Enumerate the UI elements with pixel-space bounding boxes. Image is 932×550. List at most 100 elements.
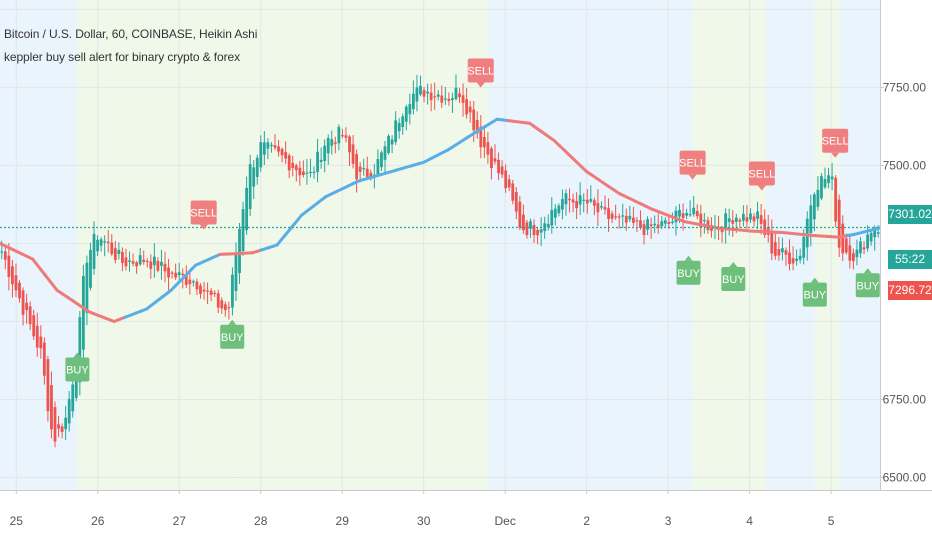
candle	[809, 194, 813, 247]
candle	[823, 167, 827, 190]
candle-body	[507, 179, 511, 188]
candle-body	[837, 199, 841, 248]
candle	[316, 138, 319, 183]
candle-body	[14, 275, 18, 291]
trend-zone	[692, 0, 766, 490]
candle	[486, 132, 490, 164]
signal-box	[467, 58, 494, 83]
time-axis[interactable]: 25 26 27 28 29 30 Dec 2 3 4 5	[0, 490, 932, 550]
buy-signal-label: BUY	[855, 268, 880, 298]
candle	[443, 86, 447, 105]
candle	[631, 206, 635, 227]
candle	[745, 204, 749, 231]
candle-body	[3, 251, 7, 260]
candle-body	[316, 151, 319, 173]
candle	[539, 217, 543, 247]
candle	[607, 198, 610, 232]
candle-body	[816, 189, 820, 207]
candle	[756, 201, 759, 230]
candle	[188, 269, 192, 295]
price-tick-label: 6500.00	[883, 471, 927, 485]
candle-body	[631, 217, 635, 223]
candle-body	[521, 214, 525, 231]
candle	[160, 249, 163, 280]
candle-body	[844, 238, 848, 253]
candle	[167, 258, 170, 291]
candle	[855, 239, 859, 266]
candle	[699, 204, 703, 238]
candle	[521, 204, 525, 235]
candle	[624, 208, 628, 231]
candle-body	[851, 253, 855, 262]
indicator-name[interactable]: keppler buy sell alert for binary crypto…	[4, 50, 240, 64]
candle	[830, 163, 834, 191]
candle	[727, 208, 731, 236]
candle-body	[479, 126, 483, 148]
candle-body	[42, 342, 46, 376]
candle	[216, 289, 220, 314]
candle	[103, 235, 107, 257]
candle-body	[216, 293, 220, 308]
candle-body	[610, 213, 614, 219]
candle	[387, 134, 390, 155]
price-axis[interactable]: 6500.00 6750.00 7500.00 7750.00	[880, 0, 932, 550]
candle	[255, 154, 259, 185]
candle	[500, 160, 504, 178]
candle-body	[653, 223, 657, 226]
candle-body	[394, 120, 398, 142]
candle-body	[326, 138, 330, 154]
candle-body	[280, 148, 284, 156]
candle	[135, 260, 139, 274]
candle	[138, 247, 142, 266]
candle	[67, 390, 71, 432]
candle-body	[731, 220, 735, 224]
candle-body	[213, 292, 217, 295]
candle-body	[301, 171, 305, 175]
candle	[777, 236, 781, 261]
candle-body	[71, 384, 75, 412]
candle	[18, 280, 21, 303]
candle-body	[681, 213, 685, 219]
signal-pointer	[684, 255, 693, 261]
candle	[223, 301, 227, 317]
candle-body	[284, 152, 288, 159]
candle	[788, 239, 791, 271]
candle	[3, 247, 7, 270]
candle	[401, 113, 405, 135]
signal-text: BUY	[856, 280, 879, 292]
candle-body	[674, 210, 678, 223]
candle	[145, 258, 149, 268]
candle-body	[504, 170, 508, 189]
candle-body	[539, 229, 543, 233]
candle	[475, 111, 479, 139]
candle-body	[532, 225, 536, 235]
candle-body	[869, 232, 873, 242]
candle-body	[323, 145, 327, 161]
candle-body	[433, 96, 437, 98]
candle-body	[238, 228, 241, 274]
candle-body	[121, 252, 124, 264]
candle	[397, 118, 401, 139]
candle	[383, 141, 387, 174]
candle-body	[589, 199, 593, 202]
candle-body	[738, 219, 742, 222]
candle	[433, 82, 437, 110]
candle-body	[110, 242, 114, 254]
candle	[490, 146, 493, 180]
candle-body	[734, 217, 738, 222]
candle-body	[85, 262, 89, 313]
candle	[131, 253, 135, 267]
time-tick-label: 5	[828, 514, 835, 528]
candle-body	[848, 245, 852, 261]
candle-body	[422, 90, 426, 97]
candle	[419, 75, 422, 97]
candle-body	[497, 159, 500, 174]
candle-body	[777, 249, 781, 256]
candle	[174, 263, 178, 280]
candle	[656, 213, 660, 234]
candle-body	[745, 217, 749, 222]
candle	[333, 136, 337, 154]
candle-body	[727, 218, 731, 222]
candle-body	[220, 300, 224, 309]
